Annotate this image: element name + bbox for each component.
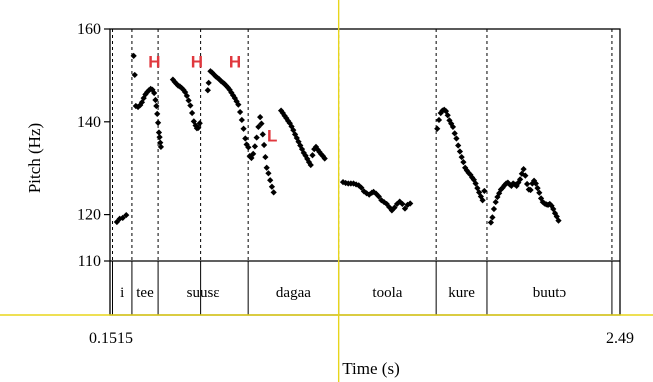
- pitch-point: [455, 142, 462, 149]
- pitch-point: [183, 92, 190, 99]
- pitch-point: [204, 87, 211, 94]
- pitch-point: [242, 135, 249, 142]
- pitch-point: [238, 116, 245, 124]
- segment-label: buutɔ: [533, 285, 567, 301]
- pitch-point: [253, 134, 260, 141]
- y-tick-label: 120: [77, 207, 101, 224]
- pitch-point: [131, 71, 138, 79]
- pitch-point: [235, 101, 242, 108]
- pitch-point: [153, 102, 160, 110]
- segment-label: toola: [372, 285, 402, 301]
- tone-mark-L: L: [267, 127, 277, 146]
- pitch-point: [154, 119, 162, 126]
- x-axis-label: Time (s): [342, 359, 399, 378]
- pitch-point: [152, 96, 159, 104]
- pitch-point: [267, 177, 274, 184]
- tone-mark-H: H: [229, 52, 241, 71]
- pitch-point: [487, 219, 495, 226]
- segment-label: kure: [448, 285, 475, 301]
- tone-mark-H: H: [191, 52, 203, 71]
- pitch-point: [123, 211, 130, 219]
- pitch-point: [481, 187, 488, 195]
- segment-label: i: [120, 285, 124, 301]
- pitch-point: [187, 102, 194, 109]
- segment-label: dagaa: [276, 285, 311, 301]
- y-tick-label: 140: [77, 114, 101, 131]
- pitch-point: [407, 200, 414, 207]
- x-tick-label-start: 0.1515: [89, 330, 133, 347]
- pitch-point: [185, 97, 192, 104]
- pitch-point: [492, 198, 499, 206]
- y-tick-label: 160: [77, 21, 101, 38]
- x-tick-label-end: 2.49: [606, 330, 634, 347]
- pitch-point: [130, 52, 137, 60]
- pitch-point: [188, 109, 196, 117]
- y-axis-label: Pitch (Hz): [25, 123, 44, 193]
- pitch-point: [205, 79, 212, 86]
- pitch-point: [196, 120, 203, 127]
- segment-label: suusɛ: [187, 285, 220, 301]
- y-tick-label: 110: [78, 253, 101, 270]
- pitch-point: [250, 150, 257, 157]
- segment-label: tee: [136, 285, 154, 301]
- pitch-point: [155, 129, 163, 136]
- pitch-point: [236, 108, 244, 116]
- tone-mark-H: H: [148, 52, 160, 71]
- pitch-point: [151, 89, 158, 97]
